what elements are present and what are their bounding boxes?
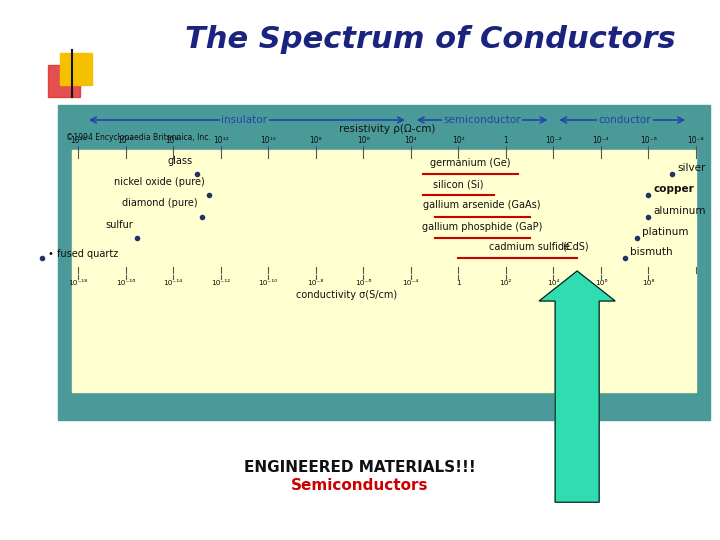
Text: 10⁻¹⁶: 10⁻¹⁶: [116, 280, 135, 286]
Text: 10⁻¹⁴: 10⁻¹⁴: [163, 280, 183, 286]
Text: 10⁻¹⁸: 10⁻¹⁸: [68, 280, 88, 286]
Text: copper: copper: [654, 184, 694, 194]
Text: semiconductor: semiconductor: [444, 115, 521, 125]
Text: 10¹⁶: 10¹⁶: [117, 136, 133, 145]
Text: 1: 1: [456, 280, 461, 286]
Text: 10¹⁸: 10¹⁸: [70, 136, 86, 145]
Text: 10⁻⁸: 10⁻⁸: [307, 280, 324, 286]
Text: conductor: conductor: [598, 115, 651, 125]
Text: cadmium sulfide: cadmium sulfide: [489, 242, 570, 252]
Bar: [58, 105, 710, 420]
Text: 10⁻²: 10⁻²: [545, 136, 562, 145]
Text: sulfur: sulfur: [106, 220, 133, 229]
Text: 10¹²: 10¹²: [212, 136, 228, 145]
Text: (CdS): (CdS): [562, 242, 588, 252]
Text: glass: glass: [168, 156, 193, 166]
Text: 10⁸: 10⁸: [642, 280, 654, 286]
Bar: [72, 150, 696, 392]
Text: • fused quartz: • fused quartz: [48, 249, 119, 259]
Text: 10⁻⁶: 10⁻⁶: [640, 136, 657, 145]
Text: 10⁻⁶: 10⁻⁶: [355, 280, 372, 286]
Text: 10²: 10²: [452, 136, 464, 145]
Text: germanium (Ge): germanium (Ge): [430, 158, 510, 168]
Bar: [48, 65, 80, 97]
Text: 10⁶: 10⁶: [357, 136, 369, 145]
Text: 10⁸: 10⁸: [310, 136, 322, 145]
Text: 10¹⁰: 10¹⁰: [260, 136, 276, 145]
Text: bismuth: bismuth: [630, 247, 672, 256]
Text: 10¹⁴: 10¹⁴: [166, 136, 181, 145]
Text: 10⁻⁸: 10⁻⁸: [688, 136, 704, 145]
Text: 10⁻¹⁰: 10⁻¹⁰: [258, 280, 278, 286]
Text: ENGINEERED MATERIALS!!!: ENGINEERED MATERIALS!!!: [244, 461, 476, 476]
Polygon shape: [539, 271, 615, 502]
Text: gallium arsenide (GaAs): gallium arsenide (GaAs): [423, 200, 541, 211]
Text: ©1994 Encyclopaedia Britannica, Inc.: ©1994 Encyclopaedia Britannica, Inc.: [66, 133, 211, 142]
Text: diamond (pure): diamond (pure): [122, 199, 197, 208]
Text: Semiconductors: Semiconductors: [292, 477, 428, 492]
Text: silver: silver: [678, 163, 706, 173]
Text: silicon (Si): silicon (Si): [433, 179, 484, 189]
Text: 10⁴: 10⁴: [405, 136, 417, 145]
Text: 10⁴: 10⁴: [547, 280, 559, 286]
Text: resistivity ρ(Ω-cm): resistivity ρ(Ω-cm): [339, 124, 435, 134]
Text: The Spectrum of Conductors: The Spectrum of Conductors: [185, 25, 675, 55]
Text: insulator: insulator: [221, 115, 267, 125]
Text: nickel oxide (pure): nickel oxide (pure): [114, 177, 204, 187]
Text: aluminum: aluminum: [654, 206, 706, 215]
Text: 1: 1: [503, 136, 508, 145]
Text: conductivity σ(S/cm): conductivity σ(S/cm): [297, 290, 397, 300]
Text: 10⁻¹²: 10⁻¹²: [211, 280, 230, 286]
Text: gallium phosphide (GaP): gallium phosphide (GaP): [422, 222, 542, 232]
Text: 10⁶: 10⁶: [595, 280, 607, 286]
Text: 10⁻⁴: 10⁻⁴: [593, 136, 609, 145]
Text: platinum: platinum: [642, 227, 688, 237]
Text: 10²: 10²: [500, 280, 512, 286]
Text: 10⁻⁴: 10⁻⁴: [402, 280, 419, 286]
Bar: [60, 53, 92, 85]
